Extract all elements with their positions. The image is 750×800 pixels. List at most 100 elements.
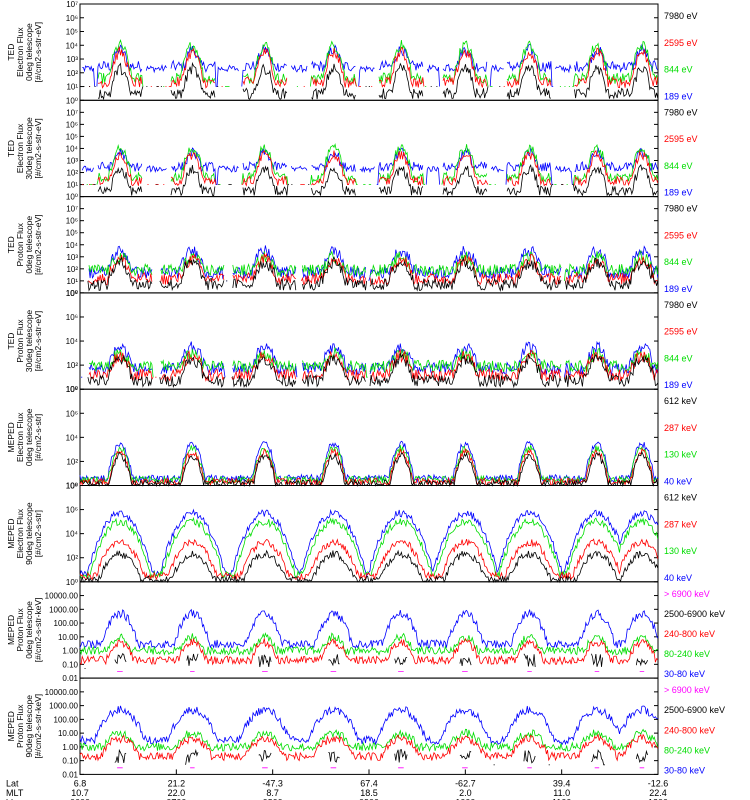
legend-entry: 189 eV xyxy=(664,380,693,390)
series-line xyxy=(79,440,659,484)
series-line xyxy=(82,149,659,187)
y-tick-label: 10⁶ xyxy=(66,120,78,129)
panel-8: 0.010.101.0010.00100.001000.0010000.00ME… xyxy=(6,677,725,779)
x-tick-label: 1000 xyxy=(455,797,475,800)
y-axis-label-line: 30deg telescope xyxy=(24,117,34,180)
x-axis-ephemeris: 6.810.7060021.222.00700-47.38.7080067.41… xyxy=(6,769,668,800)
y-axis-label: MEPEDProton Flux90deg telescope[#/cm2-s-… xyxy=(6,694,43,759)
x-row-label: Lat xyxy=(6,778,19,788)
y-tick-label: 10⁶ xyxy=(66,14,78,23)
y-tick-label: 1000.00 xyxy=(49,605,78,614)
y-axis-label-line: Electron Flux xyxy=(15,412,25,462)
legend-entry: 80-240 keV xyxy=(664,745,710,755)
y-tick-label: 1000.00 xyxy=(49,702,78,711)
y-axis-label-line: 90deg telescope xyxy=(24,502,34,565)
y-tick-label: 10² xyxy=(66,265,78,274)
x-tick-label: 18.5 xyxy=(360,788,378,798)
panel-7: 0.010.101.0010.00100.001000.0010000.00ME… xyxy=(6,581,725,683)
y-tick-label: 10⁴ xyxy=(66,337,79,346)
series-line xyxy=(79,538,659,581)
x-tick-label: 11.0 xyxy=(553,788,570,798)
series-line xyxy=(79,733,659,762)
y-tick-label: 10000.00 xyxy=(45,688,79,697)
y-axis-label-line: TED xyxy=(6,44,16,61)
y-axis-label-line: MEPED xyxy=(6,711,16,741)
legend-entry: 7980 eV xyxy=(664,107,698,117)
y-tick-label: 10² xyxy=(66,457,78,466)
y-tick-label: 10³ xyxy=(66,156,78,165)
legend-entry: 612 keV xyxy=(664,396,697,406)
legend-entry: 2595 eV xyxy=(664,38,698,48)
series-line xyxy=(114,748,648,766)
series-line xyxy=(79,451,659,488)
x-tick-label: 6.8 xyxy=(74,778,87,788)
legend-entry: 7980 eV xyxy=(664,300,698,310)
legend-entry: 2595 eV xyxy=(664,230,698,240)
series-line xyxy=(97,39,659,87)
legend-entry: 2595 eV xyxy=(664,327,698,337)
series-line xyxy=(87,252,658,287)
y-axis-label-line: 0deg telescope xyxy=(24,23,34,81)
legend-entry: 80-240 keV xyxy=(664,649,710,659)
y-tick-label: 10⁴ xyxy=(66,530,79,539)
x-tick-label: 0800 xyxy=(263,797,283,800)
x-tick-label: 22.0 xyxy=(168,788,186,798)
y-axis-label-line: [#/cm2-s-str-eV] xyxy=(33,311,43,371)
y-tick-label: 10⁰ xyxy=(66,96,78,105)
y-tick-label: 10⁴ xyxy=(66,144,79,153)
legend-entry: 189 eV xyxy=(664,91,693,101)
x-tick-label: 0900 xyxy=(359,797,379,800)
legend-entry: 844 eV xyxy=(664,161,693,171)
x-tick-label: 1100 xyxy=(552,797,571,800)
legend-entry: > 6900 keV xyxy=(664,685,710,695)
y-tick-label: 10⁵ xyxy=(66,229,78,238)
legend-entry: 287 keV xyxy=(664,519,697,529)
y-axis-label-line: Proton Flux xyxy=(15,704,25,748)
series-line xyxy=(79,508,659,579)
y-tick-label: 0.01 xyxy=(62,770,78,779)
panel-2: 10⁰ 10¹ 10² 10³ 10⁴ 10⁵ 10⁶ 10⁷ TEDElectron Flux… xyxy=(6,99,698,202)
y-axis-label-line: MEPED xyxy=(6,615,16,645)
x-tick-label: 0700 xyxy=(166,797,186,800)
legend-entry: 844 eV xyxy=(664,257,693,267)
series-line xyxy=(82,43,659,87)
y-tick-label: 0.10 xyxy=(62,660,78,669)
legend-entry: 130 keV xyxy=(664,546,697,556)
y-axis-label-line: Electron Flux xyxy=(15,27,25,77)
y-axis-label: MEPEDElectron Flux0deg telescope[#/cm2-s… xyxy=(6,408,43,466)
y-tick-label: 10⁰ xyxy=(66,193,78,202)
y-tick-label: 10.00 xyxy=(58,729,79,738)
x-tick-label: 39.4 xyxy=(553,778,571,788)
y-tick-label: 1.00 xyxy=(62,743,78,752)
panel-frame xyxy=(79,388,659,487)
panel-frame xyxy=(79,3,659,101)
series-line xyxy=(84,653,648,669)
series-line xyxy=(81,340,659,378)
x-tick-label: 0600 xyxy=(70,797,90,800)
panel-frame xyxy=(79,485,659,583)
legend-entry: 7980 eV xyxy=(664,204,698,214)
panel-1: 10⁰ 10¹ 10² 10³ 10⁴ 10⁵ 10⁶ 10⁷ TEDElectron Flux… xyxy=(6,0,698,105)
y-axis-label-line: Electron Flux xyxy=(15,508,25,558)
y-tick-label: 10¹ xyxy=(66,277,78,286)
legend-entry: 130 keV xyxy=(664,450,697,460)
x-tick-label: -47.3 xyxy=(262,778,283,788)
y-tick-label: 10⁶ xyxy=(66,506,78,515)
y-tick-label: 10⁷ xyxy=(66,0,78,9)
series-line xyxy=(79,705,658,746)
y-tick-label: 10² xyxy=(66,554,78,563)
legend-entry: 844 eV xyxy=(664,353,693,363)
y-axis-label-line: MEPED xyxy=(6,519,16,549)
y-tick-label: 10² xyxy=(66,69,78,78)
series-line xyxy=(93,164,658,198)
y-tick-label: 10⁰ xyxy=(66,385,78,394)
y-tick-label: 10⁷ xyxy=(66,205,78,214)
x-tick-label: 67.4 xyxy=(360,778,378,788)
y-tick-label: 10⁷ xyxy=(66,108,78,117)
y-tick-label: 10⁸ xyxy=(66,482,78,491)
y-axis-label: TEDProton Flux30deg telescope[#/cm2-s-st… xyxy=(6,310,43,373)
series-line xyxy=(79,608,659,650)
legend-entry: 40 keV xyxy=(664,477,692,487)
panel-6: 10⁰ 10² 10⁴ 10⁶ 10⁸ MEPEDElectron Flux90deg t… xyxy=(6,482,697,587)
